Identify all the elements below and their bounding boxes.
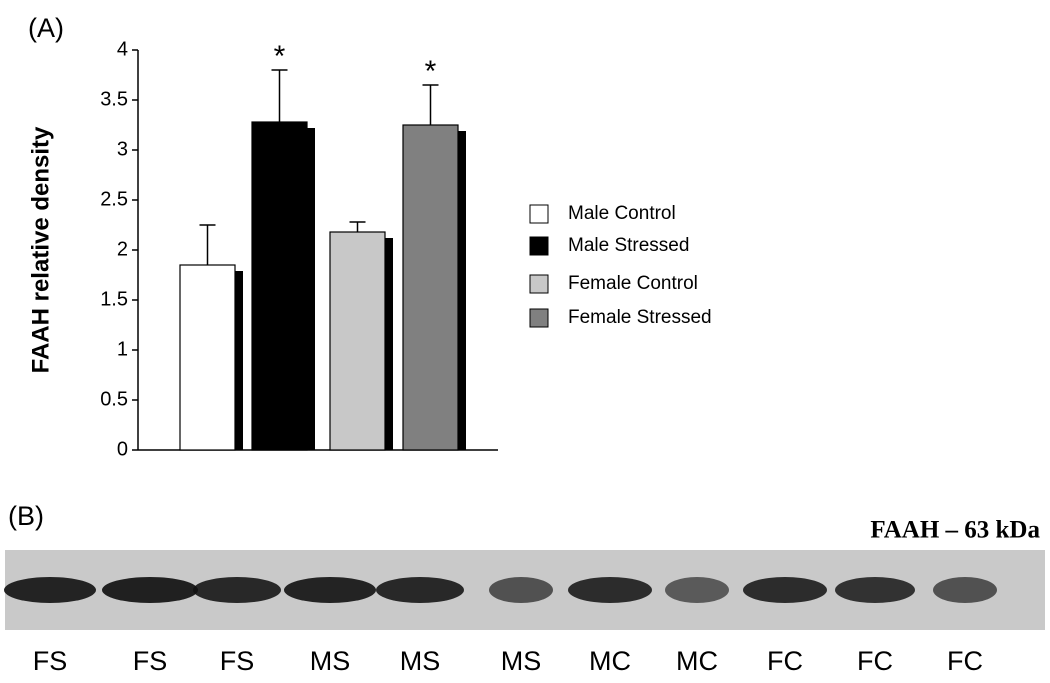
blot-band xyxy=(743,577,827,603)
significance-marker: * xyxy=(274,40,286,73)
panel-label: (A) xyxy=(28,13,64,43)
bar-shadow xyxy=(307,128,315,450)
blot-band xyxy=(284,577,376,603)
lane-label: MC xyxy=(589,646,631,676)
blot-band xyxy=(835,577,915,603)
blot-band xyxy=(568,577,652,603)
bar-shadow xyxy=(235,271,243,450)
blot-band xyxy=(933,577,997,603)
error-bar xyxy=(349,221,366,232)
blot-band xyxy=(489,577,553,603)
legend-swatch xyxy=(529,274,549,294)
lane-label: MS xyxy=(400,646,441,676)
blot-band xyxy=(4,577,96,603)
blot-title: FAAH – 63 kDa xyxy=(870,517,1040,544)
blot-band xyxy=(665,577,729,603)
y-tick-label: 1.5 xyxy=(100,288,128,310)
significance-marker: * xyxy=(425,55,437,88)
y-tick-label: 0 xyxy=(117,438,128,460)
y-tick-label: 0.5 xyxy=(100,388,128,410)
bar-shadow xyxy=(458,131,466,450)
lane-label: FS xyxy=(220,646,255,676)
error-bar xyxy=(422,84,439,125)
y-axis-label: FAAH relative density xyxy=(27,126,54,373)
lane-label: MS xyxy=(310,646,351,676)
lane-label: FC xyxy=(767,646,803,676)
y-tick-label: 2 xyxy=(117,238,128,260)
lane-label: MS xyxy=(501,646,542,676)
legend-label: Female Control xyxy=(568,273,698,294)
bar-shadow xyxy=(385,238,393,450)
legend-label: Male Stressed xyxy=(568,235,689,256)
bar xyxy=(179,264,236,451)
y-tick-label: 4 xyxy=(117,38,128,60)
lane-label: FC xyxy=(857,646,893,676)
y-tick-label: 2.5 xyxy=(100,188,128,210)
blot-band xyxy=(102,577,198,603)
lane-label: FS xyxy=(33,646,68,676)
legend-label: Male Control xyxy=(568,203,676,224)
blot-band xyxy=(376,577,464,603)
error-bar xyxy=(271,69,288,122)
bar xyxy=(402,124,459,451)
y-tick-label: 3.5 xyxy=(100,88,128,110)
legend-label: Female Stressed xyxy=(568,307,712,328)
bar xyxy=(329,231,386,451)
lane-label: FS xyxy=(133,646,168,676)
lane-label: MC xyxy=(676,646,718,676)
lane-label: FC xyxy=(947,646,983,676)
panel-label: (B) xyxy=(8,501,44,531)
bar xyxy=(251,121,308,451)
legend-swatch xyxy=(529,204,549,224)
legend-swatch xyxy=(529,236,549,256)
legend-swatch xyxy=(529,308,549,328)
y-tick-label: 3 xyxy=(117,138,128,160)
y-tick-label: 1 xyxy=(117,338,128,360)
error-bar xyxy=(199,224,216,265)
blot-band xyxy=(193,577,281,603)
